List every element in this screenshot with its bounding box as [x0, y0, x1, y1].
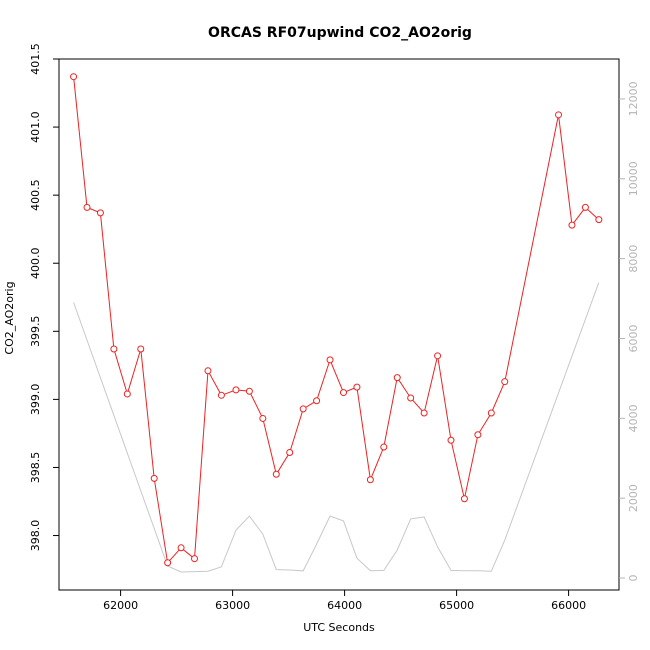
y-tick-label: 398.5	[29, 452, 42, 484]
series-line	[73, 76, 600, 564]
data-point	[366, 476, 374, 484]
data-point	[339, 389, 347, 397]
plot-area	[58, 58, 620, 591]
data-point	[420, 409, 428, 417]
secondary-series-line	[73, 282, 600, 573]
data-point	[407, 394, 415, 402]
y-tick-label: 400.5	[29, 179, 42, 211]
x-axis-label: UTC Seconds	[303, 621, 375, 634]
data-point	[595, 216, 603, 224]
data-point	[474, 431, 482, 439]
y2-tick-label: 6000	[627, 324, 640, 352]
y-tick-label: 399.0	[29, 384, 42, 416]
data-point	[70, 73, 78, 81]
data-point	[286, 448, 294, 456]
data-point	[272, 470, 280, 478]
data-point	[164, 559, 172, 567]
data-point	[217, 391, 225, 399]
x-tick-label: 63000	[215, 599, 250, 612]
data-point	[110, 345, 118, 353]
y-tick-label: 401.0	[29, 111, 42, 143]
data-point	[568, 221, 576, 229]
data-point	[259, 414, 267, 422]
data-point	[326, 356, 334, 364]
x-tick-label: 66000	[551, 599, 586, 612]
data-point	[460, 495, 468, 503]
x-tick-label: 65000	[439, 599, 474, 612]
y2-tick-label: 10000	[627, 161, 640, 196]
y2-tick-label: 0	[627, 575, 640, 582]
data-point	[96, 209, 104, 217]
data-point	[232, 386, 240, 394]
data-point	[353, 383, 361, 391]
data-point	[581, 203, 589, 211]
data-point	[487, 409, 495, 417]
x-tick-label: 64000	[327, 599, 362, 612]
data-point	[83, 203, 91, 211]
data-point	[313, 397, 321, 405]
data-point	[123, 390, 131, 398]
data-point	[137, 345, 145, 353]
y2-tick-label: 12000	[627, 81, 640, 116]
data-point	[204, 367, 212, 375]
x-axis: 62000 63000 64000 65000 66000	[103, 590, 586, 612]
data-point	[501, 378, 509, 386]
y-axis-right: 0 2000 4000 6000 8000 10000 12000	[619, 81, 640, 582]
data-point	[245, 387, 253, 395]
data-point	[555, 111, 563, 119]
y-tick-label: 401.5	[29, 43, 42, 75]
data-point	[191, 555, 199, 563]
chart-title: ORCAS RF07upwind CO2_AO2orig	[208, 25, 472, 41]
y-tick-label: 398.0	[29, 520, 42, 552]
x-tick-label: 62000	[103, 599, 138, 612]
y-axis-left: 398.0 398.5 399.0 399.5 400.0 400.5 401.0 401.5	[29, 43, 59, 551]
data-point	[380, 443, 388, 451]
data-point	[393, 374, 401, 382]
data-point	[434, 352, 442, 360]
data-point	[150, 474, 158, 482]
y2-tick-label: 4000	[627, 404, 640, 432]
data-point	[177, 544, 185, 552]
y-tick-label: 399.5	[29, 316, 42, 348]
y2-tick-label: 2000	[627, 484, 640, 512]
data-point	[299, 405, 307, 413]
series-layer	[70, 73, 603, 573]
y-axis-label: CO2_AO2orig	[3, 281, 16, 354]
y2-tick-label: 8000	[627, 245, 640, 273]
y-tick-label: 400.0	[29, 247, 42, 279]
data-point	[447, 436, 455, 444]
